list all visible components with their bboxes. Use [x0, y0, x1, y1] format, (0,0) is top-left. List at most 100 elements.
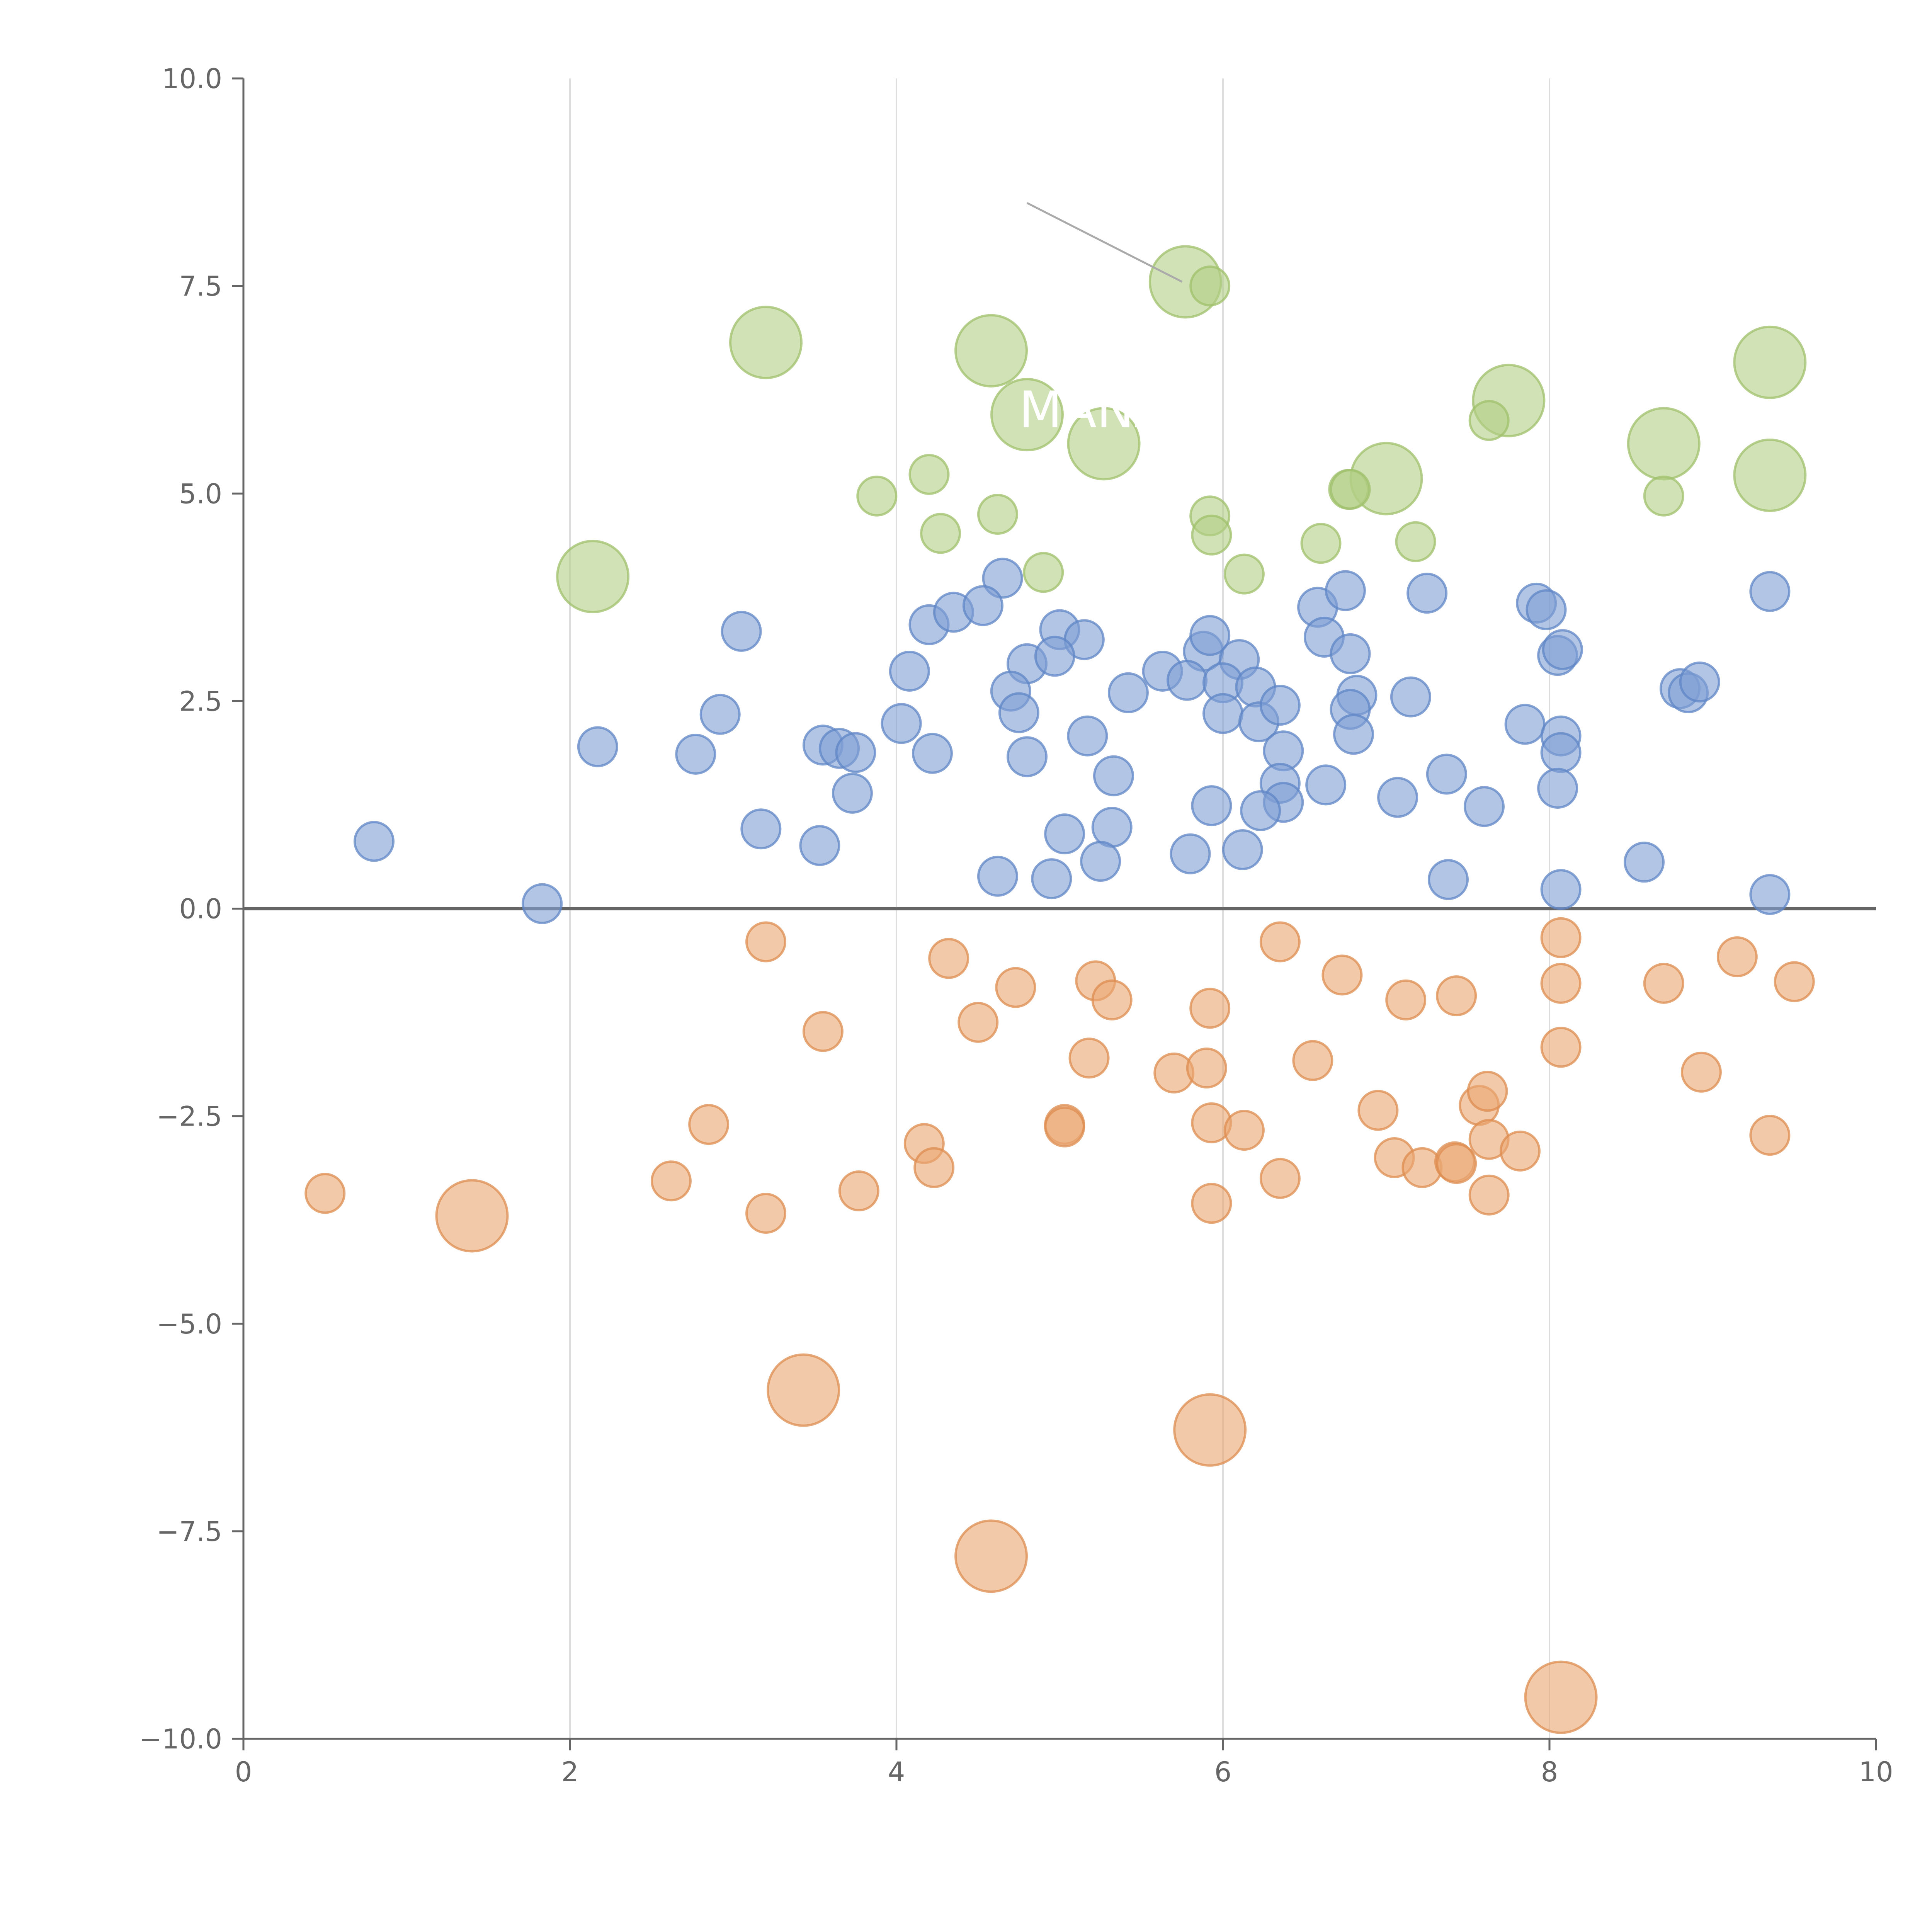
data-point-blue [1390, 676, 1431, 718]
y-tick-label: 2.5 [179, 685, 222, 717]
data-point-green [856, 475, 898, 517]
data-point-orange [1385, 979, 1427, 1020]
x-tick-label: 4 [888, 1756, 905, 1788]
data-point-blue [1067, 715, 1108, 757]
data-point-orange [1524, 1660, 1598, 1734]
data-point-orange [1189, 988, 1231, 1029]
data-point-orange [1774, 961, 1815, 1002]
data-point-blue [1537, 767, 1578, 809]
data-point-green [1067, 407, 1141, 481]
data-point-blue [799, 825, 840, 866]
data-point-orange [928, 938, 969, 979]
data-point-blue [1107, 672, 1149, 713]
data-point-green [977, 493, 1018, 535]
data-point-orange [1540, 1027, 1582, 1068]
data-point-orange [688, 1104, 730, 1145]
data-point-orange [802, 1011, 844, 1052]
data-point-orange [957, 1002, 999, 1043]
data-point-green [1627, 407, 1701, 481]
data-point-blue [1464, 786, 1505, 827]
data-point-blue [354, 821, 395, 862]
data-point-blue [1305, 764, 1347, 806]
data-point-blue [1202, 693, 1243, 734]
data-point-orange [1259, 921, 1301, 963]
data-point-blue [675, 733, 716, 775]
data-point-orange [1540, 963, 1582, 1004]
data-point-blue [1542, 629, 1583, 670]
y-tick-label: −5.0 [156, 1308, 222, 1340]
data-point-blue [1044, 813, 1085, 855]
series-green [556, 245, 1807, 614]
data-point-orange [1643, 963, 1684, 1004]
y-tick-label: −2.5 [156, 1101, 222, 1133]
data-point-blue [1749, 874, 1791, 915]
data-point-green [1300, 523, 1342, 564]
data-point-blue [721, 611, 762, 652]
data-point-orange [913, 1147, 955, 1188]
data-point-orange [767, 1353, 840, 1427]
data-point-blue [1679, 661, 1720, 702]
data-point-blue [740, 808, 782, 850]
data-points [304, 245, 1815, 1734]
data-point-blue [832, 772, 873, 814]
series-blue [354, 558, 1791, 924]
leader-line [1026, 202, 1183, 283]
data-point-blue [1031, 858, 1072, 900]
data-point-orange [1259, 1158, 1301, 1199]
data-point-blue [1222, 829, 1263, 870]
data-point-blue [1428, 859, 1469, 900]
data-point-blue [1189, 615, 1231, 656]
data-point-green [1395, 521, 1436, 562]
data-point-green [1643, 475, 1684, 517]
data-point-blue [1624, 842, 1665, 883]
annotation-label: MANA [1019, 380, 1168, 439]
data-point-blue [1191, 785, 1232, 827]
data-point-orange [304, 1173, 346, 1214]
data-point-orange [1044, 1106, 1085, 1148]
axes: 0 2 4 6 8 10 −10.0 −7.5 −5.0 −2.5 0.0 2.5 5.0 7.5 10.0 [139, 63, 1893, 1788]
y-tick-label: 0.0 [179, 893, 222, 925]
data-point-blue [1377, 777, 1418, 818]
data-point-orange [1716, 936, 1758, 978]
data-point-orange [1540, 917, 1582, 958]
data-point-green [1189, 265, 1231, 307]
data-point-green [1468, 400, 1510, 441]
data-point-orange [1186, 1048, 1227, 1089]
data-point-blue [1091, 806, 1133, 848]
data-point-green [729, 306, 803, 379]
data-point-orange [1436, 975, 1477, 1017]
data-point-green [1330, 469, 1371, 510]
data-point-blue [835, 732, 876, 773]
data-point-blue [1167, 660, 1208, 701]
data-point-orange [1357, 1090, 1399, 1131]
series-orange [304, 917, 1815, 1734]
data-point-orange [1091, 979, 1133, 1020]
y-tick-label: −7.5 [156, 1516, 222, 1548]
data-point-blue [1325, 570, 1366, 611]
data-point-orange [1191, 1183, 1232, 1224]
annotations: MANA [1019, 202, 1183, 439]
data-point-orange [1468, 1174, 1510, 1216]
data-point-green [908, 454, 950, 495]
data-point-orange [745, 921, 786, 963]
data-point-green [990, 378, 1064, 452]
data-point-blue [881, 703, 922, 744]
data-point-blue [1426, 753, 1467, 795]
data-point-blue [889, 651, 930, 692]
data-point-orange [650, 1160, 692, 1202]
data-point-blue [577, 726, 618, 767]
data-point-green [1023, 552, 1064, 593]
data-point-orange [1749, 1115, 1791, 1156]
data-point-orange [1467, 1071, 1508, 1112]
data-point-blue [1007, 736, 1048, 777]
x-tick-label: 2 [561, 1756, 579, 1788]
data-point-blue [1330, 633, 1371, 674]
data-point-blue [1540, 732, 1582, 773]
data-point-blue [1406, 573, 1448, 614]
data-point-green [556, 540, 630, 614]
data-point-blue [1034, 636, 1075, 677]
data-point-orange [1068, 1037, 1110, 1079]
data-point-green [1223, 553, 1265, 595]
data-point-blue [977, 855, 1018, 897]
data-point-orange [995, 967, 1036, 1008]
